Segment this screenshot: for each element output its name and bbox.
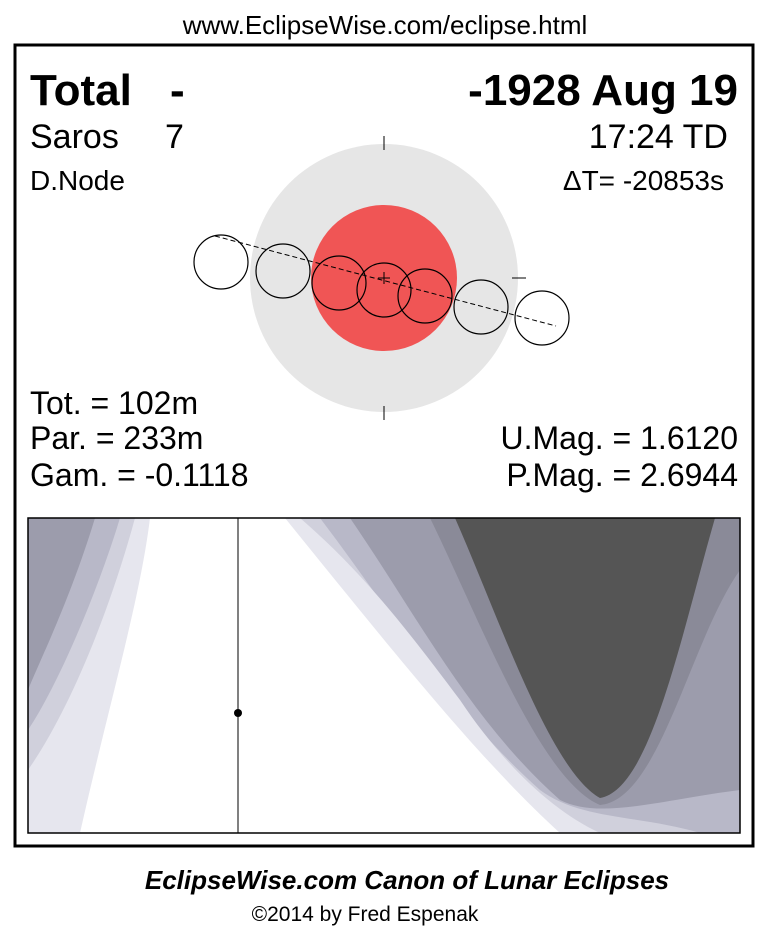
moon [514,290,570,346]
map-umbral-zone [455,518,715,798]
tot: Tot. = 102m [30,385,198,421]
node: D.Node [30,165,125,196]
gam: Gam. = -0.1118 [30,457,248,493]
time: 17:24 TD [589,118,728,156]
umag: U.Mag. = 1.6120 [501,420,738,456]
saros-label: Saros [30,118,119,156]
dash: - [170,66,185,115]
eclipse-type: Total [30,66,132,115]
url: www.EclipseWise.com/eclipse.html [182,10,588,40]
moon [397,268,453,324]
moon [255,243,311,299]
date: -1928 Aug 19 [468,66,738,115]
pmag: P.Mag. = 2.6944 [506,457,738,493]
eclipse-diagram [193,136,570,420]
visibility-map [27,517,741,834]
delta-t: ΔT= -20853s [563,165,724,196]
saros-number: 7 [165,118,184,156]
par: Par. = 233m [30,420,203,456]
zenith-point [234,709,242,717]
moon [311,255,367,311]
moon [356,262,412,318]
map-border [27,517,741,834]
moon [193,234,249,290]
footer-credit: ©2014 by Fred Espenak [252,903,479,926]
map-band [80,518,560,833]
footer-title: EclipseWise.com Canon of Lunar Eclipses [145,865,669,895]
moon [453,279,509,335]
moon-path [214,235,557,327]
